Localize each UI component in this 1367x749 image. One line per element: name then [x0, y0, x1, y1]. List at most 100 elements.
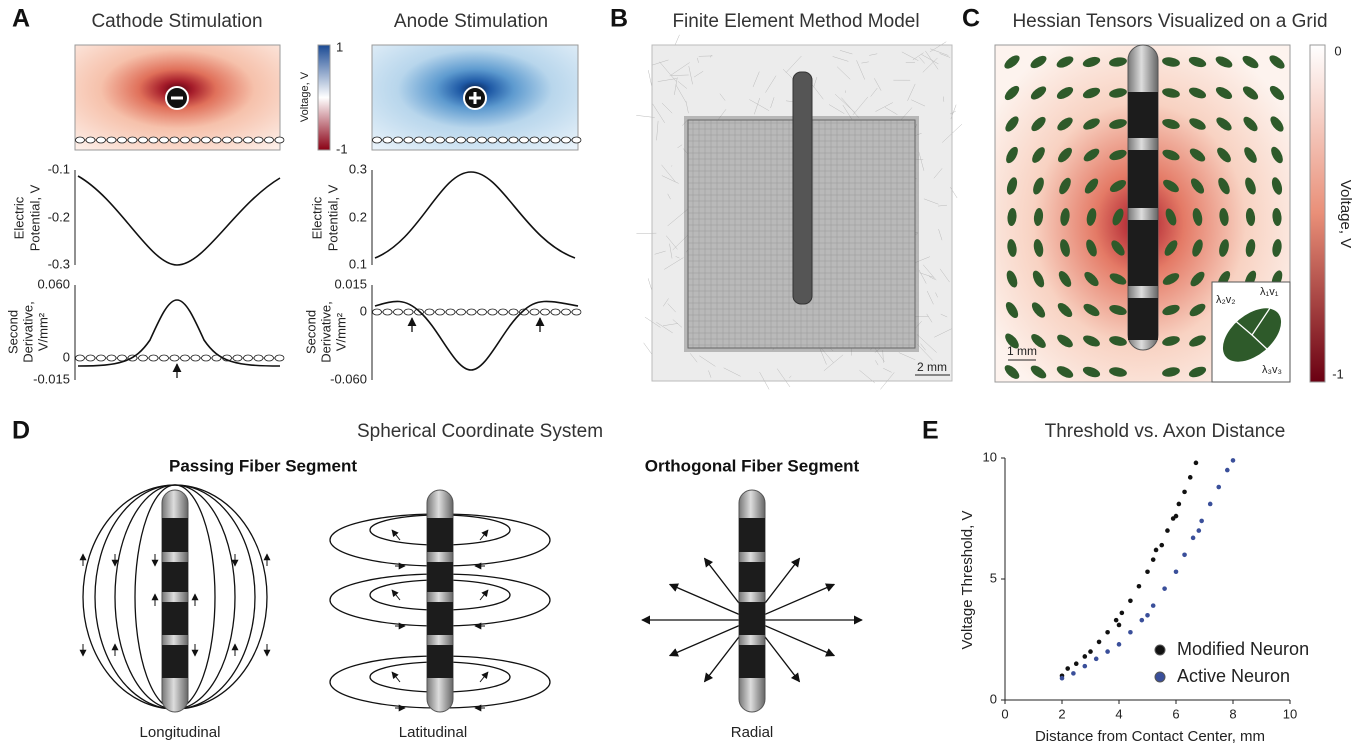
node [190, 354, 201, 362]
point [1230, 458, 1236, 463]
tensor [1030, 55, 1047, 69]
tensor [1086, 239, 1097, 257]
node [393, 136, 403, 144]
node [138, 136, 148, 144]
tensor [1005, 333, 1019, 349]
mesh-edge [674, 34, 680, 46]
contact [427, 562, 453, 592]
mesh-edge [785, 100, 793, 102]
mesh-edge [776, 368, 791, 388]
mesh-edge [918, 269, 927, 284]
node [424, 136, 435, 144]
node [274, 354, 285, 362]
panel-title: Spherical Coordinate System [357, 421, 603, 442]
tensor [1031, 116, 1046, 132]
inset-label: λ₁v₁ [1260, 286, 1279, 298]
mesh-edge [861, 61, 869, 64]
node [232, 136, 243, 144]
mesh-edge [870, 87, 878, 97]
mesh-edge [923, 264, 937, 281]
node [519, 308, 529, 316]
derivative-curve [77, 299, 281, 367]
legend-marker [1154, 671, 1166, 683]
node [508, 136, 519, 144]
mesh-edge [752, 71, 760, 88]
node [414, 136, 424, 144]
mesh-edge [836, 66, 851, 80]
node [435, 136, 445, 144]
point [1128, 598, 1133, 604]
mesh-edge [661, 102, 673, 114]
node [85, 354, 96, 362]
node [529, 308, 540, 316]
axon-rows [75, 136, 582, 362]
mesh-edge [677, 144, 683, 149]
mesh-edge [934, 328, 953, 338]
mesh-edge [882, 350, 884, 363]
mesh-edge [901, 51, 919, 61]
y-label: V/mm² [333, 312, 348, 351]
tensor [1219, 239, 1229, 257]
node [274, 136, 285, 144]
point [1105, 649, 1110, 654]
mesh-edge [941, 123, 963, 143]
mesh-edge [926, 290, 934, 305]
node [253, 136, 264, 144]
scale-label: 1 mm [1007, 344, 1037, 358]
y-tick-label: 0.2 [349, 209, 367, 224]
mesh-edge [942, 96, 945, 102]
contact [1128, 92, 1158, 138]
tensor [1031, 334, 1046, 348]
mesh-edge [828, 104, 845, 114]
tensor [1005, 116, 1019, 132]
contact [427, 602, 453, 635]
legend-marker [1154, 644, 1166, 656]
contact [427, 518, 453, 552]
contact [739, 645, 765, 678]
tensor [1109, 367, 1127, 377]
tensor [1242, 55, 1259, 69]
node [222, 136, 232, 144]
point [1065, 666, 1070, 671]
y-label: Electric [309, 196, 324, 239]
node [148, 354, 159, 362]
mesh-edge [663, 323, 678, 326]
y-label: Derivative, [318, 301, 333, 362]
node [211, 354, 222, 362]
mesh-edge [688, 66, 693, 85]
colorbar [1309, 44, 1326, 383]
tensor [1109, 179, 1127, 193]
node [382, 136, 393, 144]
node [571, 136, 582, 144]
field-arrow [479, 529, 489, 541]
y-tick-label: 10 [983, 449, 997, 464]
tensor [1109, 119, 1127, 129]
mesh-edge [913, 316, 929, 318]
mesh-edge [657, 78, 677, 82]
tensor [1244, 147, 1257, 163]
node [487, 136, 498, 144]
tensor [1270, 116, 1284, 132]
mesh-edge [674, 77, 678, 95]
mesh-edge [661, 164, 676, 182]
point [1199, 518, 1204, 524]
mesh-edge [670, 165, 673, 167]
scatter-chart: 0 2 4 6 8 10 0 5 10 Modified Neuron Active Neuron [983, 449, 1310, 721]
diagram-label: Radial [731, 724, 774, 741]
mesh-edge [939, 268, 950, 283]
node [243, 354, 253, 362]
mesh-edge [682, 119, 689, 126]
mesh-edge [929, 41, 947, 53]
node [550, 136, 561, 144]
panel-title: Anode Stimulation [394, 11, 548, 32]
y-tick-label: -0.1 [48, 161, 70, 176]
mesh-edge [754, 97, 761, 115]
mesh-edge [656, 120, 659, 141]
tensor [1188, 87, 1207, 99]
mesh-edge [920, 343, 926, 351]
panel-title: Hessian Tensors Visualized on a Grid [1012, 11, 1327, 32]
node [264, 136, 274, 144]
mesh-edge [918, 151, 925, 171]
tensor [1083, 303, 1100, 317]
mesh-edge [938, 228, 943, 241]
